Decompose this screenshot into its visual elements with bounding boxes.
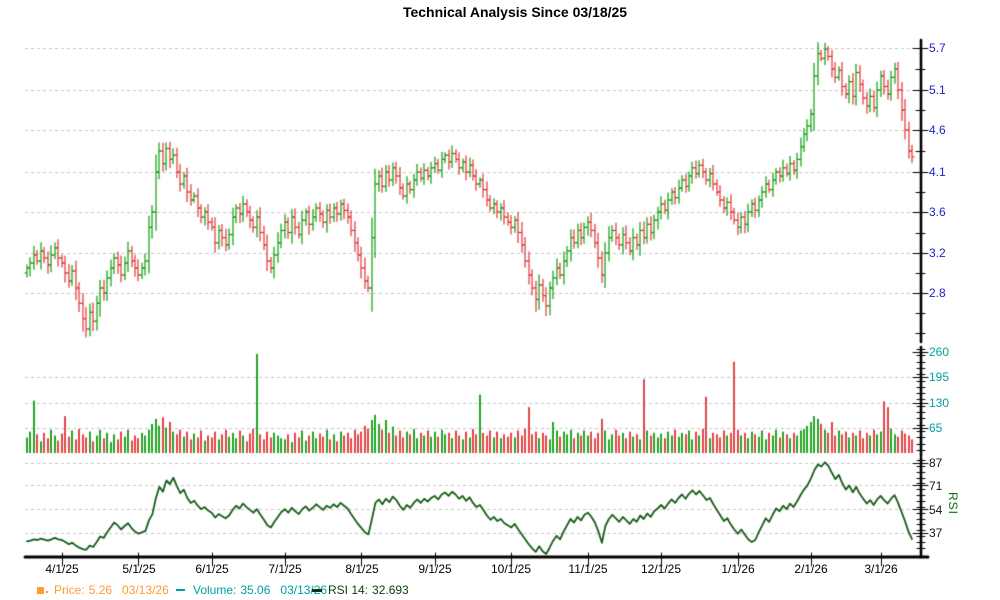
page-title: Technical Analysis Since 03/18/25 <box>402 4 628 20</box>
price-legend: Price: 5.26 03/13/26 <box>37 583 169 597</box>
date-axis-tick: 8/1/25 <box>345 562 379 576</box>
volume-legend-label: Volume: <box>193 583 237 597</box>
price-legend-dot-icon <box>46 591 48 593</box>
rsi-axis-tick: 87 <box>929 456 943 470</box>
volume-axis-tick: 65 <box>929 421 943 435</box>
volume-legend-value: 35.06 <box>240 583 271 597</box>
date-axis-tick: 12/1/25 <box>640 562 682 576</box>
date-axis-tick: 1/1/26 <box>721 562 755 576</box>
price-legend-value: 5.26 <box>88 583 113 597</box>
price-axis-tick: 4.1 <box>929 165 946 179</box>
date-axis-tick: 2/1/26 <box>794 562 828 576</box>
date-axis-tick: 6/1/25 <box>195 562 229 576</box>
rsi-axis-tick: 54 <box>929 503 943 517</box>
rsi-axis-tick: 71 <box>929 479 943 493</box>
rsi-axis-tick: 37 <box>929 526 943 540</box>
rsi-legend-dash-icon <box>312 588 322 592</box>
price-axis-tick: 4.6 <box>929 123 946 137</box>
date-axis-tick: 7/1/25 <box>268 562 302 576</box>
price-axis-tick: 2.8 <box>929 286 946 300</box>
rsi-axis-title: RSI <box>946 492 960 516</box>
date-axis-tick: 9/1/25 <box>418 562 452 576</box>
date-axis-tick: 3/1/26 <box>864 562 898 576</box>
volume-legend-dash-icon <box>176 589 185 591</box>
rsi-legend-label: RSI 14: <box>328 583 369 597</box>
rsi-legend-value: 32.693 <box>372 583 409 597</box>
price-axis-tick: 5.7 <box>929 41 946 55</box>
volume-legend: Volume: 35.06 03/13/26 <box>176 583 327 597</box>
date-axis-tick: 10/1/25 <box>490 562 532 576</box>
volume-axis-tick: 195 <box>929 370 950 384</box>
volume-legend-date: 03/13/26 <box>280 583 328 597</box>
date-axis-tick: 5/1/25 <box>122 562 156 576</box>
rsi-legend: RSI 14: 32.693 <box>312 583 409 597</box>
date-axis-tick: 11/1/25 <box>568 562 608 576</box>
price-legend-swatch-icon <box>37 586 44 594</box>
price-axis-tick: 3.2 <box>929 246 946 260</box>
price-axis-tick: 5.1 <box>929 83 946 97</box>
price-legend-label: Price: <box>54 583 85 597</box>
volume-axis-tick: 260 <box>929 345 950 359</box>
price-legend-date: 03/13/26 <box>122 583 169 597</box>
price-axis-tick: 3.6 <box>929 205 946 219</box>
volume-axis-tick: 130 <box>929 396 950 410</box>
date-axis-tick: 4/1/25 <box>45 562 79 576</box>
